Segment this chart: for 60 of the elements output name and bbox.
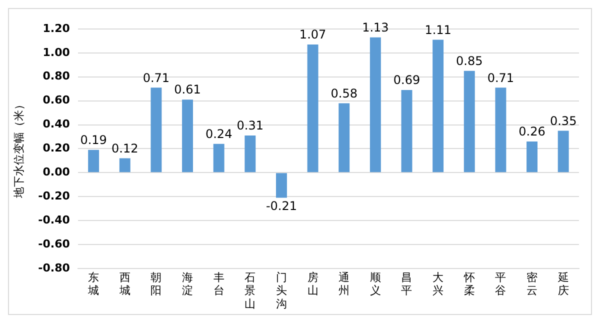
data-label: 0.85 <box>456 54 483 68</box>
x-tick-label: 昌平 <box>401 270 412 298</box>
data-label: 0.26 <box>518 124 546 139</box>
bar <box>88 150 100 172</box>
x-tick-label: 通州 <box>338 270 350 298</box>
data-label: 0.58 <box>330 86 358 100</box>
x-tick-label: 丰台 <box>213 270 224 298</box>
data-label: 0.35 <box>550 114 577 128</box>
x-tick-label: 海淀 <box>182 270 194 298</box>
y-tick-label: 1.00 <box>42 46 70 59</box>
x-tick-label: 延庆 <box>556 270 569 298</box>
x-tick-label: 东城 <box>87 270 100 298</box>
y-tick-label: 0.00 <box>42 166 70 178</box>
y-axis-title: 地下水位变幅（米） <box>12 99 26 200</box>
x-tick-label: 石景山 <box>244 270 256 310</box>
data-label: 1.11 <box>424 22 452 37</box>
y-tick-label: 0.40 <box>42 118 70 131</box>
y-tick-label: 1.20 <box>42 22 70 35</box>
y-tick-label: -0.40 <box>38 213 70 226</box>
bar <box>276 173 287 198</box>
data-label: 0.71 <box>487 70 514 85</box>
y-tick-label: 0.80 <box>42 70 70 83</box>
x-tick-label: 顺义 <box>370 270 381 298</box>
data-label: 0.24 <box>205 127 232 142</box>
bar <box>119 158 130 172</box>
data-label: 0.12 <box>112 141 138 156</box>
x-tick-label: 房山 <box>307 270 318 298</box>
bar <box>370 37 381 172</box>
bar <box>338 103 350 172</box>
bar <box>213 144 224 172</box>
x-tick-label: 怀柔 <box>462 270 475 298</box>
x-tick-label: 门头沟 <box>276 270 287 310</box>
x-tick-label: 西城 <box>118 270 130 298</box>
data-label: -0.21 <box>266 198 298 213</box>
x-tick-label: 密云 <box>526 270 538 298</box>
y-tick-label: -0.20 <box>38 189 70 202</box>
data-label: 1.13 <box>362 20 389 35</box>
bar <box>558 130 569 172</box>
bar <box>526 142 538 172</box>
bar <box>244 136 256 172</box>
data-label: 0.19 <box>80 133 107 148</box>
data-label: 1.07 <box>299 28 326 42</box>
bar <box>464 70 475 172</box>
data-label: 0.71 <box>142 70 170 85</box>
bar <box>401 90 412 172</box>
y-tick-label: -0.60 <box>38 237 70 250</box>
y-tick-label: -0.80 <box>38 261 70 274</box>
data-label: 0.31 <box>236 118 264 133</box>
y-tick-label: 0.20 <box>42 142 70 155</box>
x-tick-label: 朝阳 <box>150 270 162 298</box>
bar <box>432 40 444 172</box>
bar <box>182 100 193 172</box>
data-label: 0.69 <box>393 73 420 88</box>
x-tick-label: 大兴 <box>432 270 444 298</box>
bar <box>495 88 506 172</box>
x-tick-label: 平谷 <box>495 270 506 298</box>
bar <box>150 88 162 172</box>
bar <box>307 44 318 172</box>
data-label: 0.61 <box>174 82 201 97</box>
y-tick-label: 0.60 <box>42 94 70 107</box>
